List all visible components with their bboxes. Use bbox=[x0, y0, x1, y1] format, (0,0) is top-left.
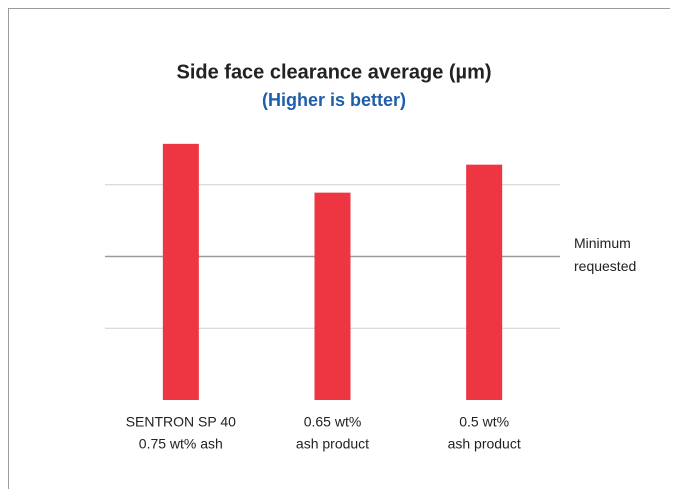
reference-label: Minimum bbox=[574, 235, 631, 251]
x-tick-label: ash product bbox=[296, 436, 369, 452]
frame bbox=[8, 8, 670, 489]
x-tick-label: 0.65 wt% bbox=[304, 414, 362, 430]
chart-title: Side face clearance average (µm) bbox=[176, 61, 491, 83]
x-tick-label: 0.5 wt% bbox=[459, 414, 509, 430]
x-tick-label: SENTRON SP 40 bbox=[126, 414, 236, 430]
bar bbox=[466, 164, 503, 400]
chart-subtitle: (Higher is better) bbox=[262, 90, 406, 110]
bar bbox=[162, 143, 199, 401]
bar bbox=[314, 192, 351, 400]
x-tick-label: ash product bbox=[448, 436, 521, 452]
x-tick-label: 0.75 wt% ash bbox=[139, 436, 223, 452]
reference-label: requested bbox=[574, 258, 636, 274]
